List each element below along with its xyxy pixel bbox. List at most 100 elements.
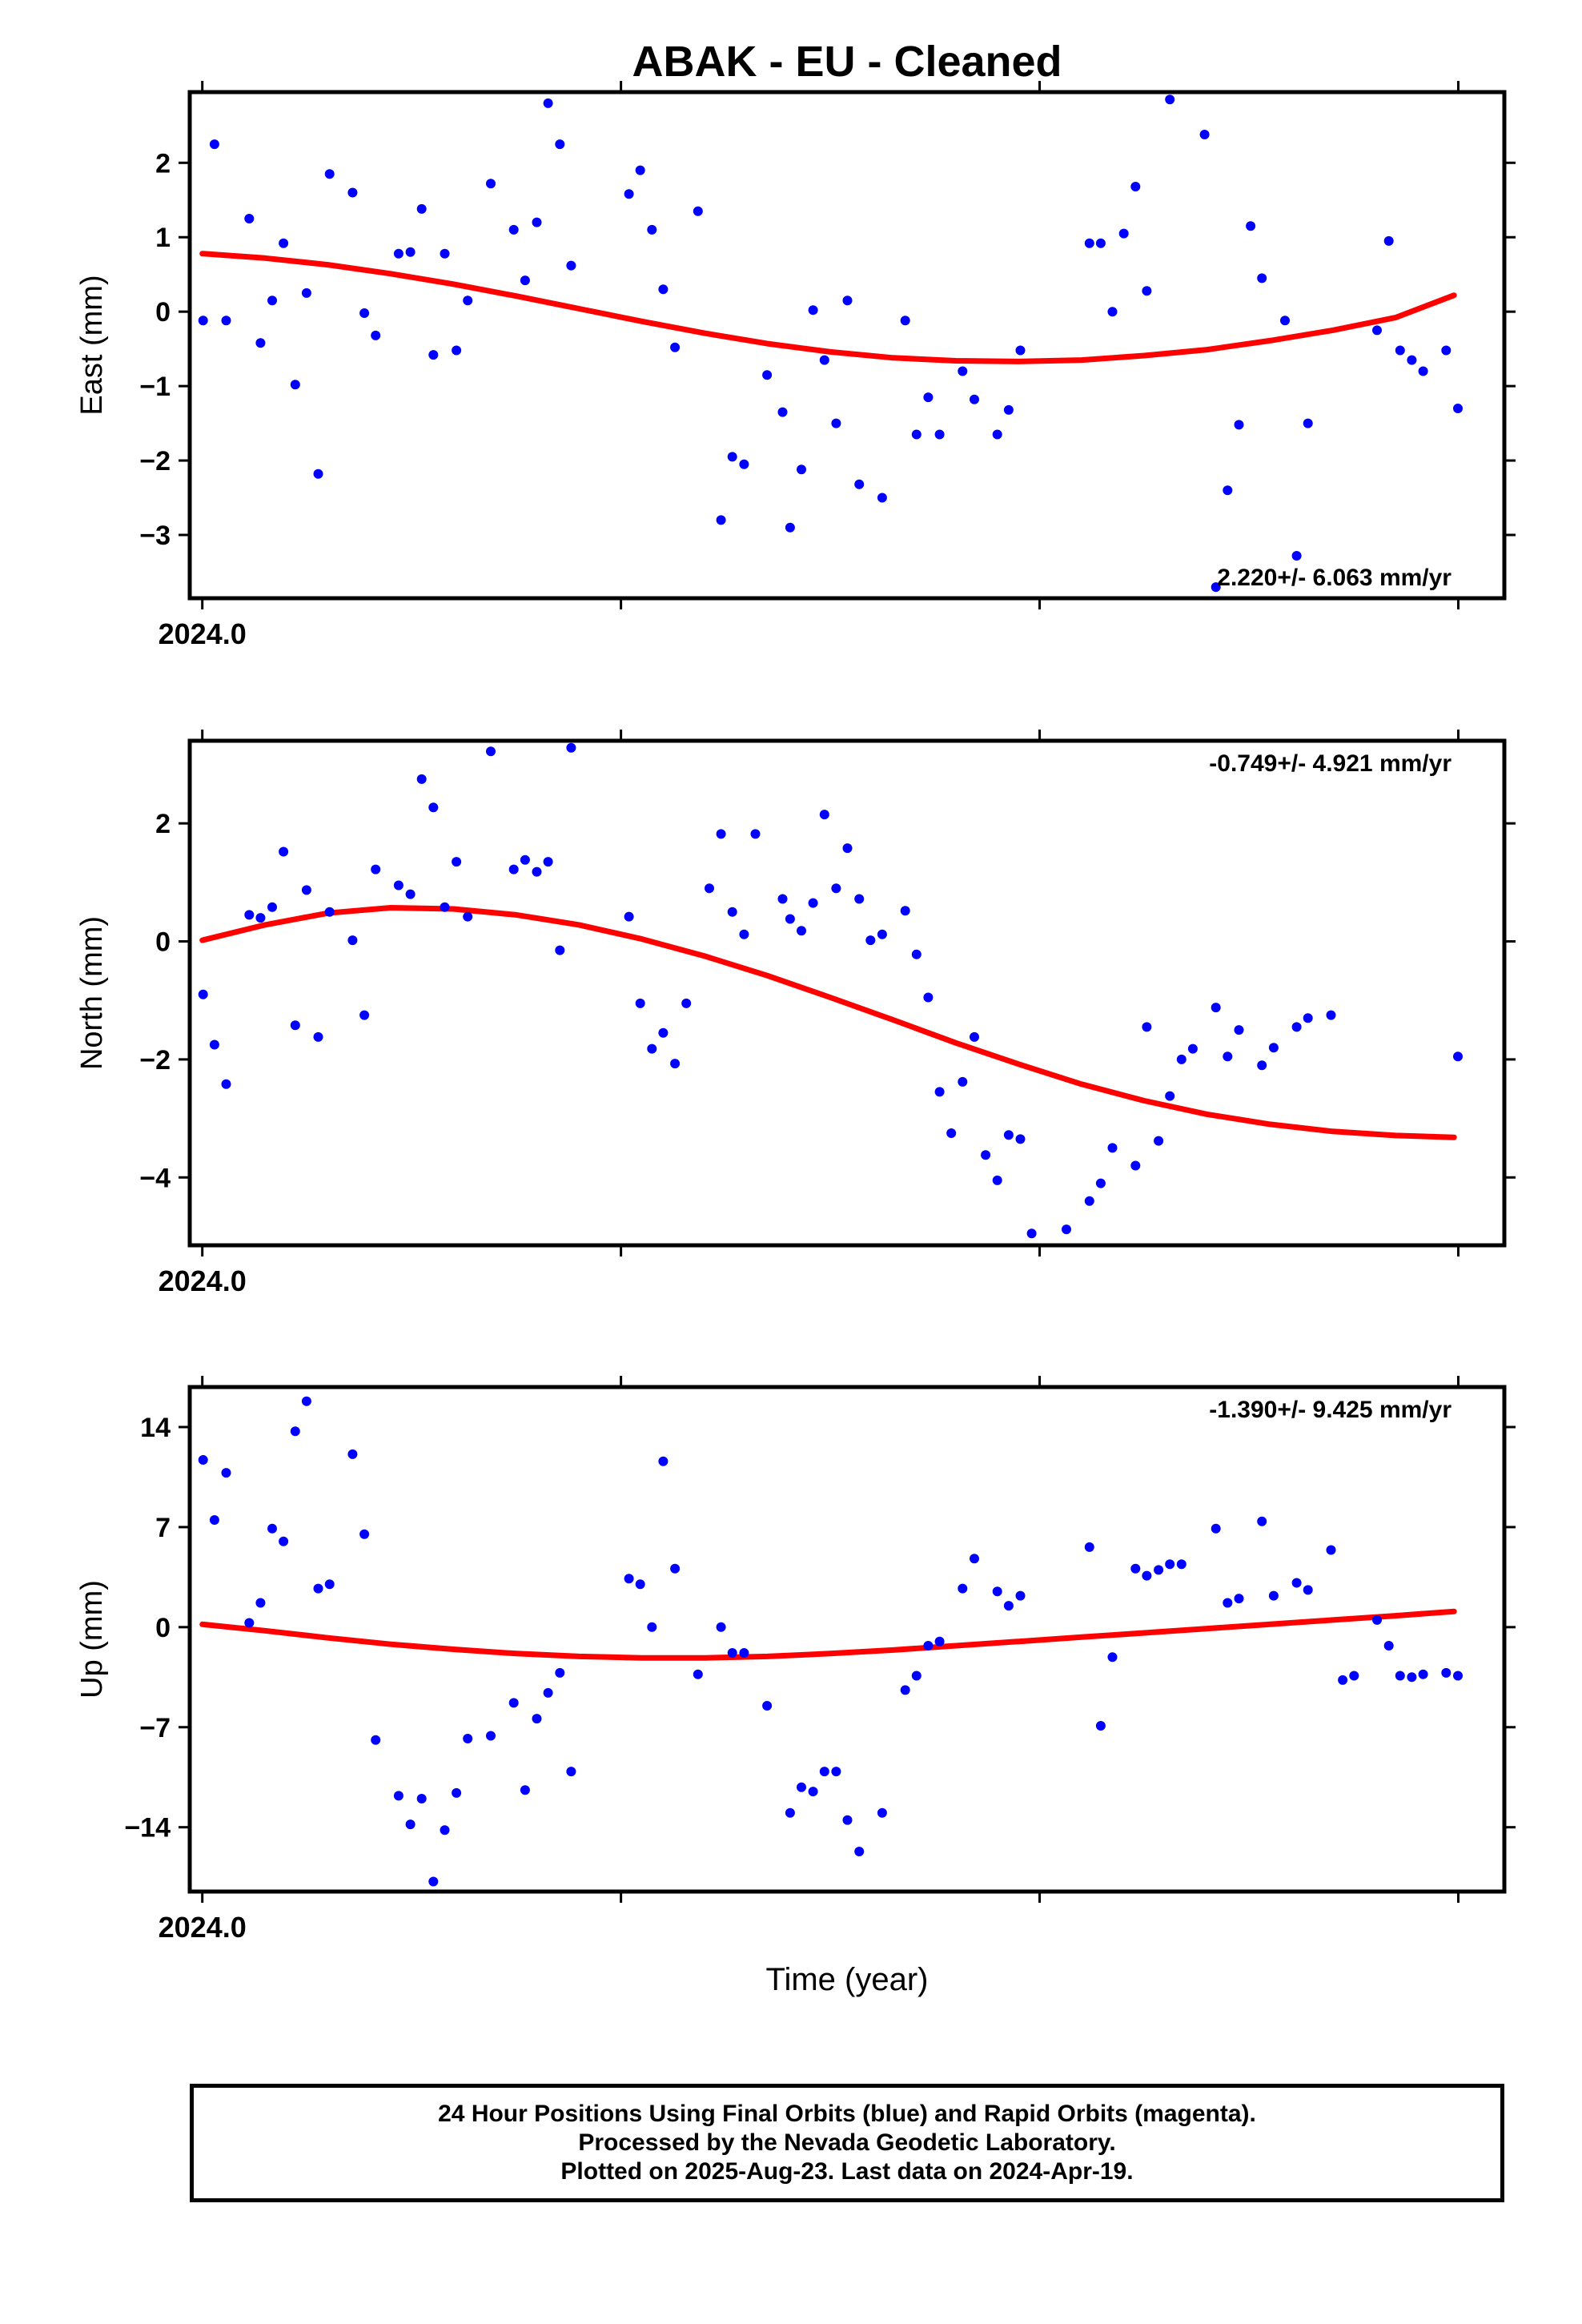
data-point-north bbox=[1234, 1025, 1244, 1035]
data-point-north bbox=[854, 894, 865, 904]
data-point-up bbox=[1257, 1516, 1267, 1526]
data-point-east bbox=[1257, 273, 1267, 283]
data-point-north bbox=[221, 1079, 231, 1089]
data-point-north bbox=[198, 989, 208, 999]
data-point-north bbox=[1095, 1178, 1106, 1188]
panel-up: 14 7 0 −7 −14 2024.0 Up (mm) -1.390+/- 9.425 mm… bbox=[75, 1376, 1516, 1944]
data-point-east bbox=[405, 247, 416, 257]
data-point-north bbox=[958, 1076, 968, 1087]
data-point-up bbox=[1015, 1590, 1026, 1601]
y-tick-label: −3 bbox=[139, 521, 171, 551]
data-point-north bbox=[440, 902, 450, 912]
data-point-north bbox=[750, 829, 761, 839]
data-point-east bbox=[900, 316, 910, 326]
data-point-up bbox=[1418, 1669, 1428, 1679]
data-point-north bbox=[532, 866, 542, 877]
data-point-east bbox=[1199, 130, 1210, 139]
data-point-east bbox=[911, 429, 921, 440]
data-point-north bbox=[705, 883, 714, 894]
data-point-up bbox=[279, 1536, 289, 1546]
data-point-north bbox=[1165, 1091, 1175, 1101]
data-point-east bbox=[1303, 418, 1313, 428]
rate-label-east: 2.220+/- 6.063 mm/yr bbox=[1217, 565, 1452, 591]
data-point-north bbox=[520, 854, 530, 865]
data-point-up bbox=[1407, 1672, 1417, 1683]
y-tick-label: 0 bbox=[155, 297, 171, 328]
data-point-up bbox=[1142, 1570, 1152, 1581]
data-point-north bbox=[324, 907, 335, 917]
fit-line-up bbox=[199, 1608, 1457, 1661]
data-point-north bbox=[255, 913, 266, 923]
y-tick-label: 2 bbox=[155, 809, 171, 839]
data-point-north bbox=[508, 864, 519, 875]
data-point-east bbox=[1118, 228, 1129, 239]
data-point-east bbox=[301, 287, 311, 298]
data-point-north bbox=[739, 929, 749, 939]
data-point-east bbox=[452, 345, 462, 356]
data-point-north bbox=[1130, 1160, 1141, 1171]
data-point-east bbox=[808, 305, 818, 316]
data-point-north bbox=[452, 857, 462, 867]
data-point-east bbox=[647, 224, 657, 235]
data-point-east bbox=[658, 284, 669, 295]
data-point-up bbox=[762, 1701, 773, 1711]
data-point-east bbox=[777, 407, 788, 417]
data-point-north bbox=[1268, 1043, 1279, 1053]
data-point-north bbox=[946, 1128, 957, 1138]
data-point-east bbox=[831, 418, 841, 428]
data-point-up bbox=[508, 1698, 519, 1708]
data-point-east bbox=[347, 187, 358, 198]
data-point-up bbox=[1130, 1563, 1141, 1574]
data-point-north bbox=[486, 746, 496, 757]
data-point-east bbox=[1246, 221, 1256, 231]
plot-frame-north bbox=[187, 738, 1507, 1248]
data-point-north bbox=[1176, 1054, 1186, 1064]
data-point-north bbox=[347, 935, 358, 946]
data-point-up bbox=[486, 1731, 496, 1741]
data-point-up bbox=[854, 1847, 865, 1856]
data-point-north bbox=[566, 742, 576, 753]
data-point-up bbox=[313, 1583, 323, 1594]
data-point-up bbox=[198, 1455, 208, 1465]
data-point-east bbox=[934, 429, 945, 440]
data-point-up bbox=[842, 1815, 853, 1825]
data-point-up bbox=[452, 1787, 462, 1798]
data-point-north bbox=[1084, 1196, 1094, 1206]
data-point-up bbox=[1383, 1641, 1394, 1651]
data-point-north bbox=[1062, 1224, 1071, 1235]
y-axis-label-north: North (mm) bbox=[75, 916, 109, 1070]
data-point-north bbox=[463, 911, 473, 922]
data-point-up bbox=[1338, 1675, 1348, 1685]
data-point-east bbox=[992, 429, 1002, 440]
data-point-north bbox=[934, 1087, 945, 1097]
x-tick-label: 2024.0 bbox=[159, 617, 247, 650]
rate-label-up: -1.390+/- 9.425 mm/yr bbox=[1209, 1397, 1452, 1423]
data-point-east bbox=[221, 316, 231, 326]
data-point-east bbox=[1142, 286, 1152, 296]
data-point-north bbox=[267, 902, 277, 912]
data-point-up bbox=[555, 1667, 565, 1678]
data-point-east bbox=[209, 139, 219, 150]
data-point-north bbox=[1291, 1022, 1302, 1032]
data-point-north bbox=[555, 945, 565, 955]
data-point-up bbox=[416, 1794, 427, 1803]
data-point-east bbox=[463, 296, 473, 306]
data-point-north bbox=[393, 880, 404, 891]
data-point-north bbox=[819, 810, 829, 820]
data-point-up bbox=[624, 1574, 634, 1584]
data-point-north bbox=[371, 864, 381, 875]
data-point-east bbox=[1453, 404, 1463, 413]
data-point-up bbox=[359, 1529, 370, 1539]
data-point-up bbox=[1291, 1578, 1302, 1588]
data-point-east bbox=[555, 139, 565, 150]
data-point-up bbox=[693, 1669, 703, 1679]
footer-line-1: 24 Hour Positions Using Final Orbits (bl… bbox=[438, 2101, 1256, 2127]
data-point-east bbox=[635, 165, 645, 175]
data-point-north bbox=[842, 843, 853, 854]
data-point-east bbox=[244, 214, 255, 223]
data-point-up bbox=[1326, 1545, 1336, 1555]
data-point-north bbox=[727, 907, 737, 917]
data-point-north bbox=[279, 846, 289, 857]
data-point-east bbox=[255, 338, 266, 348]
data-point-up bbox=[1176, 1559, 1186, 1570]
